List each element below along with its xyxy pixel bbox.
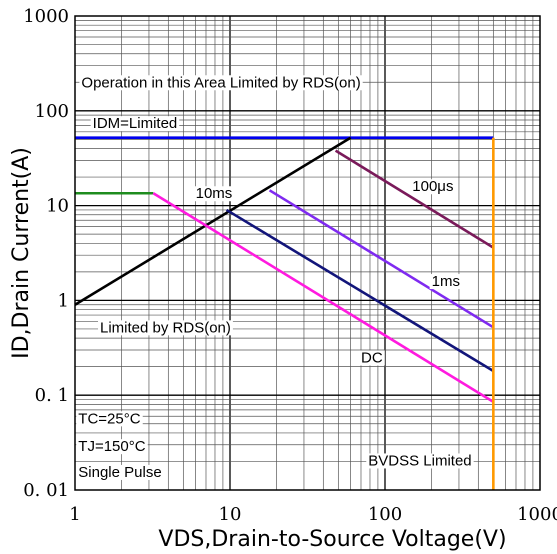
x-tick-label: 10 xyxy=(219,504,242,525)
annotation-bg-area xyxy=(79,75,363,91)
annotation-area: Operation in this Area Limited by RDS(on… xyxy=(79,74,363,91)
annotation-layer: Operation in this Area Limited by RDS(on… xyxy=(76,74,474,481)
tick-layer: 1 10 100 1000 0. 01 0. 1 1 10 100 1000 xyxy=(23,6,557,525)
series-line-5 xyxy=(268,189,495,329)
annotation-text-100us: 100μs xyxy=(412,178,453,195)
y-tick-label: 10 xyxy=(46,196,69,217)
annotation-10ms: 10ms xyxy=(193,185,235,202)
series-layer xyxy=(74,136,495,490)
annotation-text-bvdss: BVDSS Limited xyxy=(368,452,471,469)
annotation-1ms: 1ms xyxy=(429,273,463,290)
annotation-bg-1ms xyxy=(429,274,463,290)
annotation-tc: TC=25°C xyxy=(76,410,143,427)
annotation-dc: DC xyxy=(358,349,385,366)
annotation-text-tc: TC=25°C xyxy=(78,410,140,427)
annotation-text-tj: TJ=150°C xyxy=(78,438,145,455)
annotation-text-area: Operation in this Area Limited by RDS(on… xyxy=(81,74,360,91)
series-line-3 xyxy=(74,136,352,306)
annotation-bg-rds xyxy=(98,320,233,336)
annotation-text-rds: Limited by RDS(on) xyxy=(100,319,231,336)
grid-layer xyxy=(75,16,540,490)
annotation-text-1ms: 1ms xyxy=(432,273,460,290)
annotation-tj: TJ=150°C xyxy=(76,438,148,455)
annotation-single: Single Pulse xyxy=(76,464,164,481)
annotation-rds: Limited by RDS(on) xyxy=(98,319,233,336)
annotation-bg-tj xyxy=(76,439,148,455)
y-tick-label: 100 xyxy=(35,101,69,122)
y-tick-label: 1000 xyxy=(23,6,69,27)
x-tick-label: 1000 xyxy=(517,504,557,525)
annotation-bvdss: BVDSS Limited xyxy=(366,452,474,469)
x-tick-label: 100 xyxy=(368,504,402,525)
annotation-bg-tc xyxy=(76,411,143,427)
annotation-bg-bvdss xyxy=(366,453,474,469)
annotation-bg-idm xyxy=(90,116,180,132)
annotation-text-dc: DC xyxy=(361,349,383,366)
annotation-bg-100us xyxy=(410,179,456,195)
y-tick-label: 0. 01 xyxy=(23,480,69,501)
annotation-text-idm: IDM=Limited xyxy=(93,115,178,132)
series-line-4 xyxy=(334,149,495,249)
series-line-7 xyxy=(152,192,495,403)
annotation-idm: IDM=Limited xyxy=(90,115,180,132)
annotation-text-single: Single Pulse xyxy=(78,464,161,481)
y-tick-label: 0. 1 xyxy=(35,385,69,406)
annotation-bg-single xyxy=(76,464,164,480)
y-tick-label: 1 xyxy=(58,290,69,311)
annotation-bg-dc xyxy=(358,350,385,366)
annotation-bg-10ms xyxy=(193,186,235,202)
x-tick-label: 1 xyxy=(69,504,80,525)
plot-frame xyxy=(74,15,541,491)
series-line-6 xyxy=(225,208,495,373)
annotation-text-10ms: 10ms xyxy=(196,185,233,202)
x-axis-title: VDS,Drain-to-Source Voltage(V) xyxy=(158,527,506,552)
annotation-100us: 100μs xyxy=(410,178,456,195)
y-axis-title: ID,Drain Current(A) xyxy=(9,147,34,359)
